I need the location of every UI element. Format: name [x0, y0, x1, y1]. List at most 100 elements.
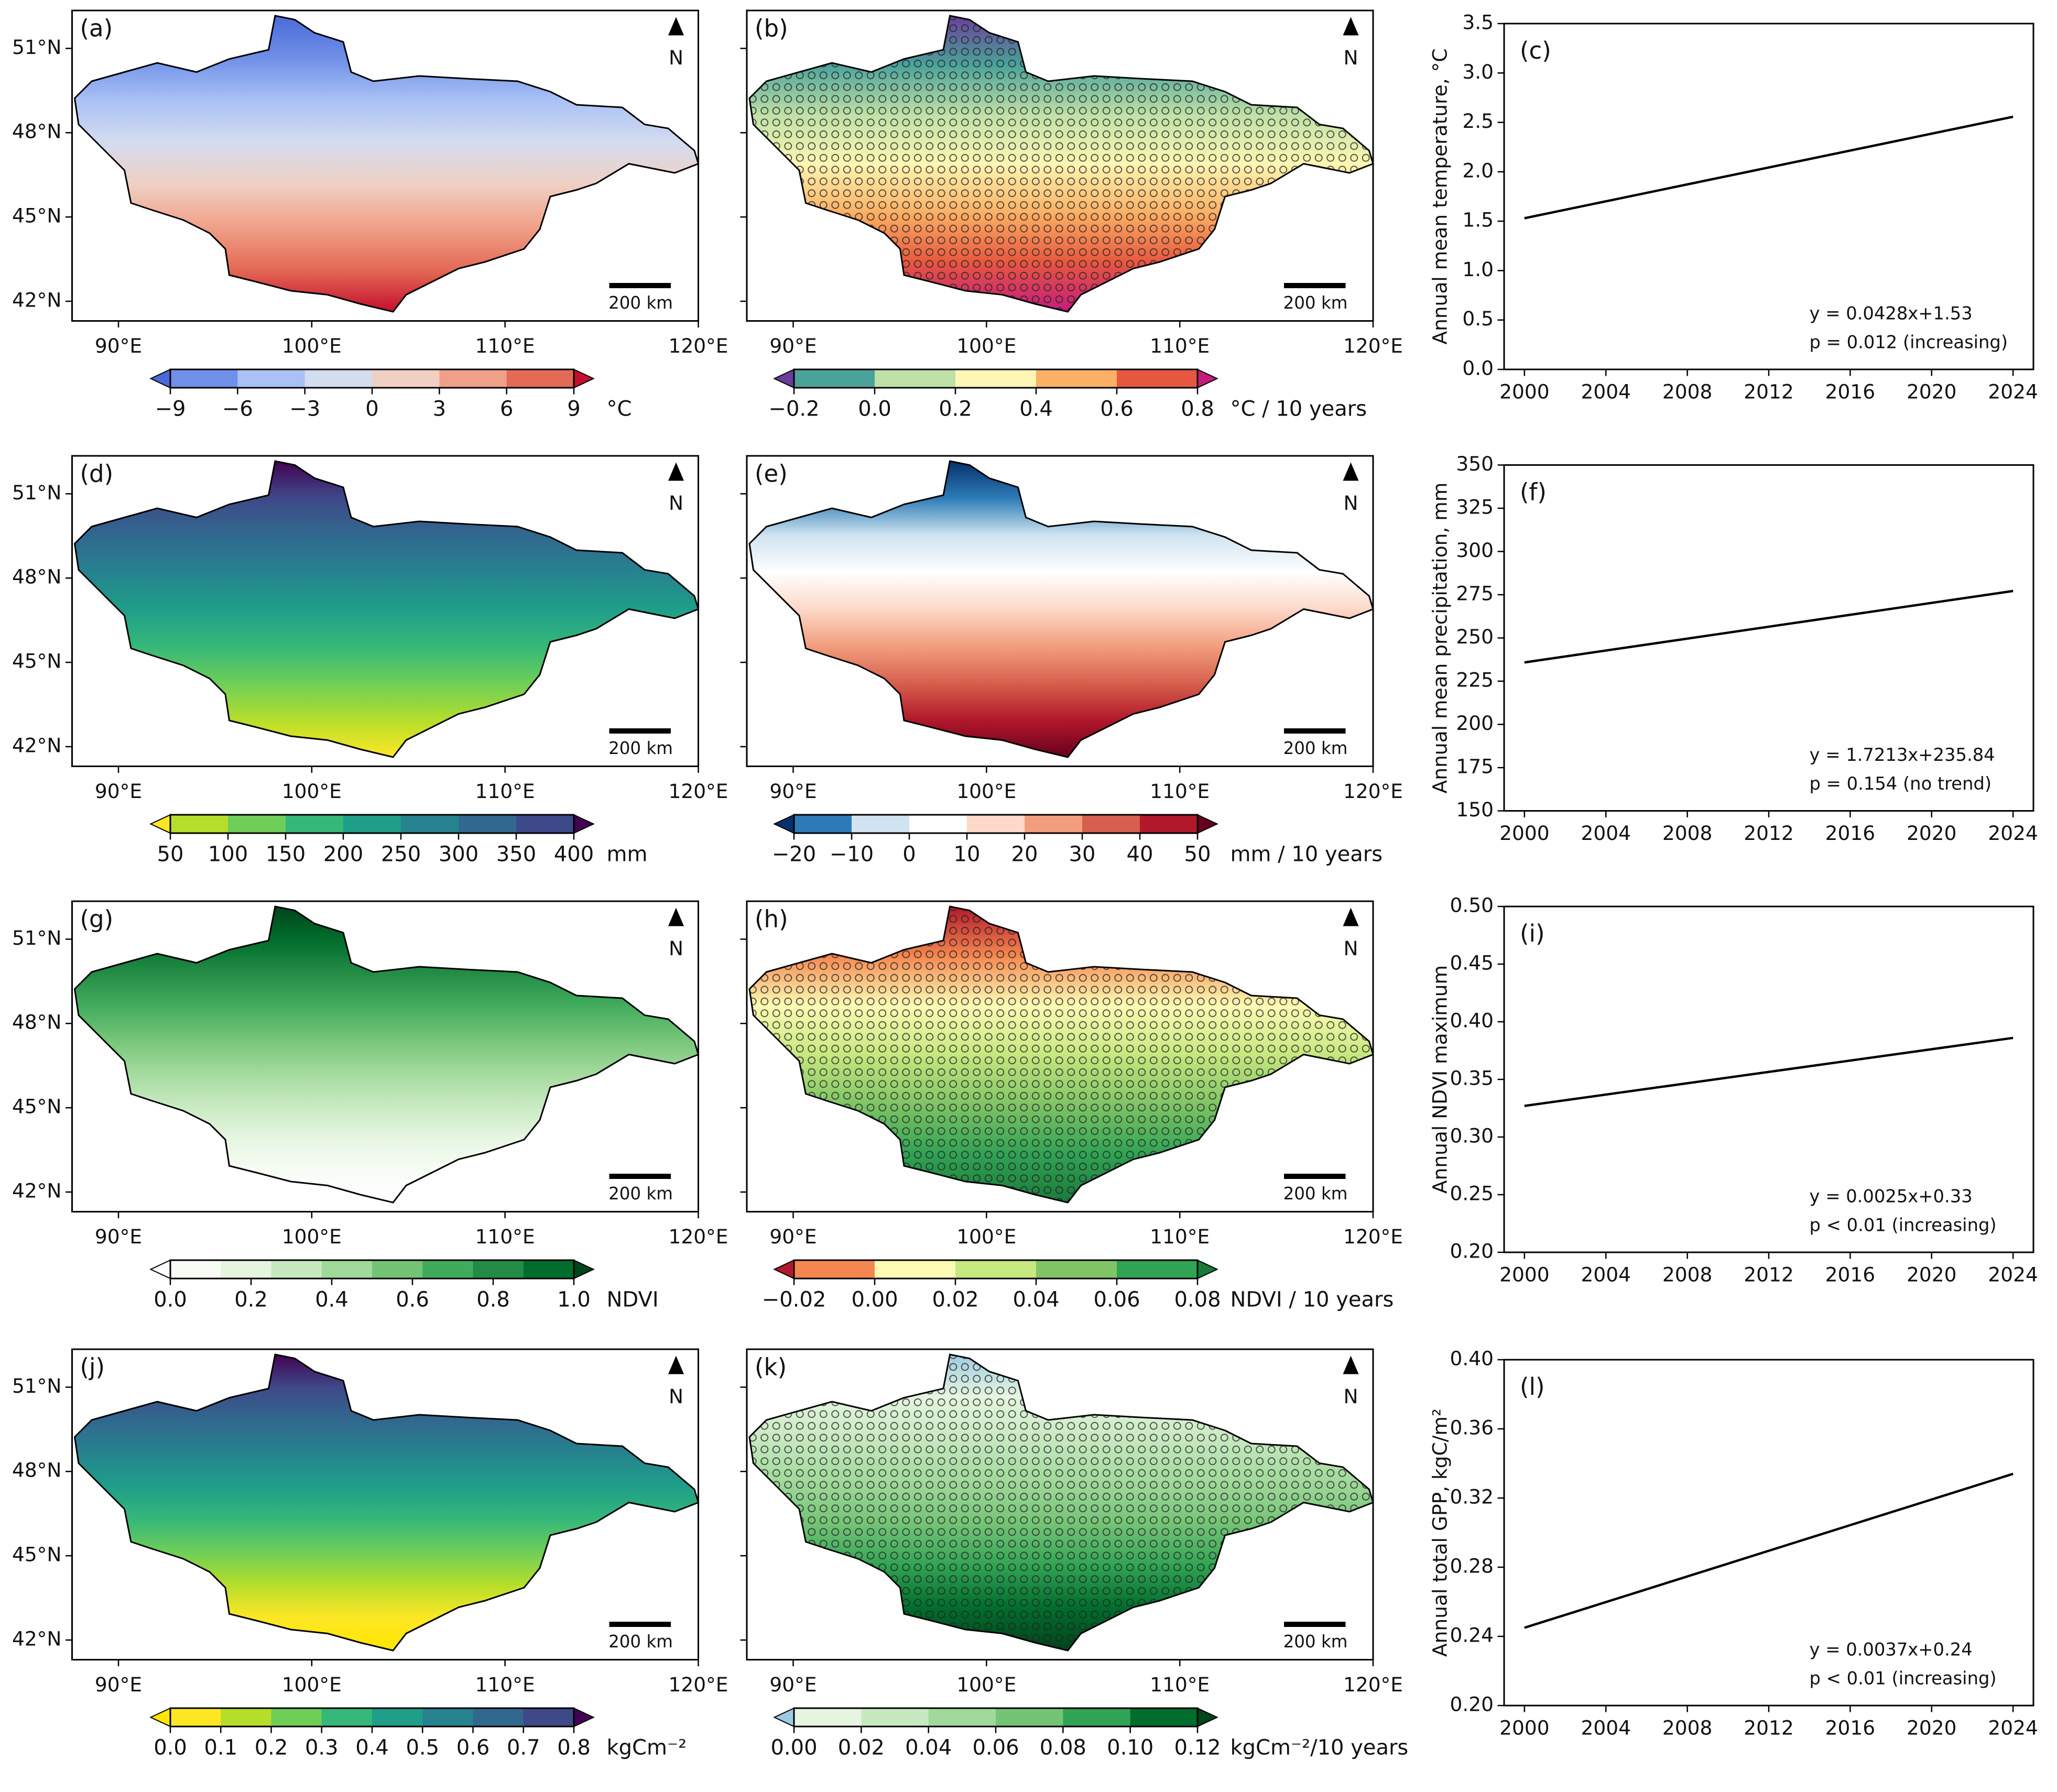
country-fill	[74, 905, 699, 1204]
colorbar-tick-label: 30	[1069, 843, 1096, 867]
y-axis-label: Annual mean precipitation, mm	[1429, 483, 1452, 794]
colorbar-tick-label: 10	[954, 843, 981, 867]
x-tick-label: 2012	[1744, 380, 1793, 403]
annotation: p < 0.01 (increasing)	[1810, 1215, 1997, 1236]
y-tick-label: 0.28	[1450, 1555, 1494, 1578]
panel-label: (e)	[755, 460, 788, 488]
colorbar-unit: kgCm⁻²/10 years	[1231, 1736, 1409, 1760]
colorbar-unit: mm / 10 years	[1231, 843, 1383, 867]
colorbar-bin	[459, 815, 517, 833]
y-axis-label: Annual NDVI maximum	[1429, 965, 1452, 1194]
colorbar-tick-label: 0.2	[255, 1736, 288, 1760]
colorbar-bin	[473, 1260, 524, 1279]
colorbar-unit: °C / 10 years	[1231, 397, 1367, 421]
north-arrow	[1343, 908, 1359, 926]
map-area	[74, 905, 699, 1204]
north-label: N	[1343, 937, 1358, 960]
colorbar-tick-label: −3	[289, 397, 320, 421]
x-tick-label: 2020	[1907, 1263, 1956, 1286]
colorbar-tick-label: −10	[830, 843, 874, 867]
colorbar-bin	[955, 369, 1037, 388]
colorbar-tick-label: 20	[1011, 843, 1038, 867]
colorbar-bin	[401, 815, 459, 833]
line-panel: 2000 2004 2008 2012 2016 2020 2024 0.20 0.25 0.30…	[1429, 894, 2038, 1286]
colorbar-tick-label: 0.1	[204, 1736, 237, 1760]
map-frame	[71, 9, 699, 322]
y-tick-label: 0.36	[1450, 1416, 1494, 1439]
plot-frame	[1503, 1359, 2034, 1707]
colorbar-tick-label: −9	[155, 397, 186, 421]
colorbar-extend-high	[573, 1259, 595, 1280]
map-area	[748, 1353, 1374, 1652]
colorbar-bin	[439, 369, 507, 388]
colorbar-tick-label: 0.4	[355, 1736, 389, 1760]
colorbar-extend-high	[1197, 1259, 1218, 1280]
colorbar-tick-label: −0.02	[762, 1288, 826, 1312]
x-tick-label: 2016	[1825, 380, 1875, 403]
north-label: N	[669, 491, 683, 515]
colorbar-bin	[1117, 1260, 1198, 1279]
y-tick-label: 200	[1456, 712, 1494, 735]
scale-label: 200 km	[1283, 293, 1348, 313]
map-area	[748, 460, 1374, 758]
y-tick-label: 3.0	[1462, 60, 1494, 83]
colorbar-bin	[321, 1708, 373, 1727]
plot-frame	[1503, 905, 2034, 1253]
north-arrow	[1343, 462, 1359, 481]
colorbar-tick-label: 150	[266, 843, 306, 867]
colorbar-bin	[170, 1708, 221, 1727]
significance-hatch	[749, 16, 1373, 312]
x-tick-label: 2008	[1662, 380, 1712, 403]
colorbar-tick-label: 0.0	[858, 397, 891, 421]
colorbar-tick-label: 0.2	[939, 397, 972, 421]
colorbar-tick-label: 0.6	[1100, 397, 1134, 421]
colorbar-bin	[909, 815, 967, 833]
colorbar-extend-low	[149, 1259, 171, 1280]
colorbar-bin	[343, 815, 401, 833]
colorbar-bin	[875, 369, 956, 388]
y-tick-label: 0.24	[1450, 1624, 1494, 1647]
colorbar-bin	[996, 1708, 1064, 1727]
annotation: p = 0.012 (increasing)	[1810, 332, 2008, 353]
colorbar-bin	[1082, 815, 1140, 833]
colorbar-tick-label: 0.8	[557, 1736, 591, 1760]
annotation: y = 0.0428x+1.53	[1810, 303, 1973, 324]
plot-frame	[1503, 464, 2034, 812]
north-arrow	[1343, 1356, 1359, 1374]
map-panel: (d) N 200 km 90°E 100°E 110°E 120°E 42°N 45°N 48°…	[12, 455, 728, 867]
y-tick-label: 300	[1456, 539, 1494, 562]
colorbar-tick-label: −20	[772, 843, 816, 867]
colorbar-tick-label: 0.04	[905, 1736, 952, 1760]
colorbar-bin	[237, 369, 306, 388]
colorbar-unit: NDVI / 10 years	[1231, 1288, 1394, 1312]
colorbar-tick-label: 0	[365, 397, 378, 421]
colorbar-bin	[271, 1260, 322, 1279]
y-tick-label: 45°N	[12, 650, 62, 673]
colorbar-extend-low	[149, 1707, 171, 1728]
x-tick-label: 110°E	[475, 1673, 535, 1696]
colorbar-extend-high	[573, 368, 595, 389]
map-area	[748, 905, 1374, 1204]
colorbar-tick-label: 200	[323, 843, 363, 867]
y-tick-label: 250	[1456, 625, 1494, 648]
colorbar-bin	[304, 369, 373, 388]
y-tick-label: 0.0	[1462, 357, 1494, 380]
y-tick-label: 0.40	[1450, 1009, 1494, 1032]
map-area	[74, 1353, 699, 1652]
x-tick-label: 100°E	[956, 1673, 1016, 1696]
y-tick-label: 48°N	[12, 120, 62, 143]
north-label: N	[669, 46, 683, 69]
colorbar-tick-label: 0.00	[770, 1736, 817, 1760]
colorbar-tick-label: 0.6	[396, 1288, 429, 1312]
x-tick-label: 120°E	[1343, 1225, 1403, 1248]
colorbar-bin	[928, 1708, 996, 1727]
colorbar-tick-label: 0.8	[476, 1288, 510, 1312]
x-tick-label: 2000	[1499, 1263, 1549, 1286]
panel-label: (k)	[755, 1353, 787, 1381]
y-tick-label: 3.5	[1462, 11, 1494, 34]
colorbar-tick-label: 350	[496, 843, 536, 867]
panel-label: (a)	[80, 15, 113, 42]
colorbar-bin	[875, 1260, 956, 1279]
map-panel: (j) N 200 km 90°E 100°E 110°E 120°E 42°N 45°N 48°…	[12, 1348, 728, 1760]
